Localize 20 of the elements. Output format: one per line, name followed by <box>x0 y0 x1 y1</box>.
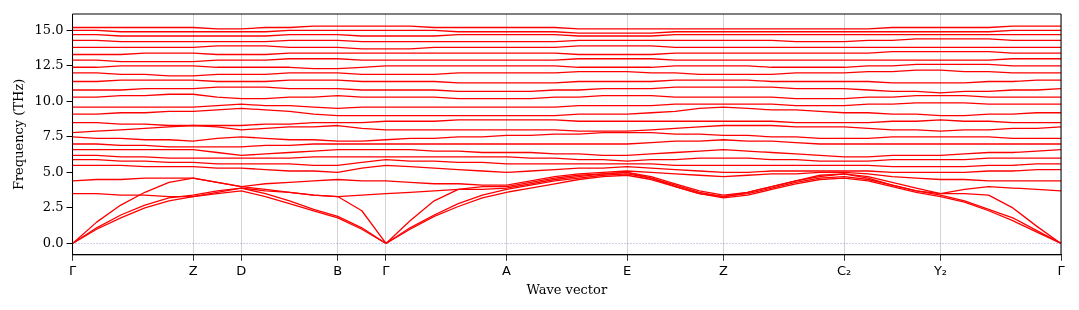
y-tick-label: 5.0 <box>42 163 64 179</box>
y-tick-label: 10.0 <box>34 92 64 108</box>
y-tick-label: 7.5 <box>42 128 64 144</box>
x-tick-label: Z <box>719 262 729 278</box>
x-tick-label: A <box>502 262 512 278</box>
x-tick-label: Γ <box>382 262 391 278</box>
x-tick-label: D <box>236 262 247 278</box>
x-tick-label: Γ <box>1057 262 1066 278</box>
x-tick-label: B <box>333 262 343 278</box>
x-axis-title: Wave vector <box>526 281 608 297</box>
x-tick-label: E <box>622 262 632 278</box>
y-tick-label: 0.0 <box>42 234 64 250</box>
y-tick-label: 12.5 <box>34 57 64 73</box>
x-tick-label: C₂ <box>836 262 852 278</box>
y-tick-label: 15.0 <box>34 21 64 37</box>
x-tick-label: Z <box>188 262 198 278</box>
y-axis-title: Frequency (THz) <box>11 78 27 191</box>
y-tick-label: 2.5 <box>42 199 64 215</box>
x-tick-label: Y₂ <box>932 262 948 278</box>
x-tick-label: Γ <box>68 262 77 278</box>
